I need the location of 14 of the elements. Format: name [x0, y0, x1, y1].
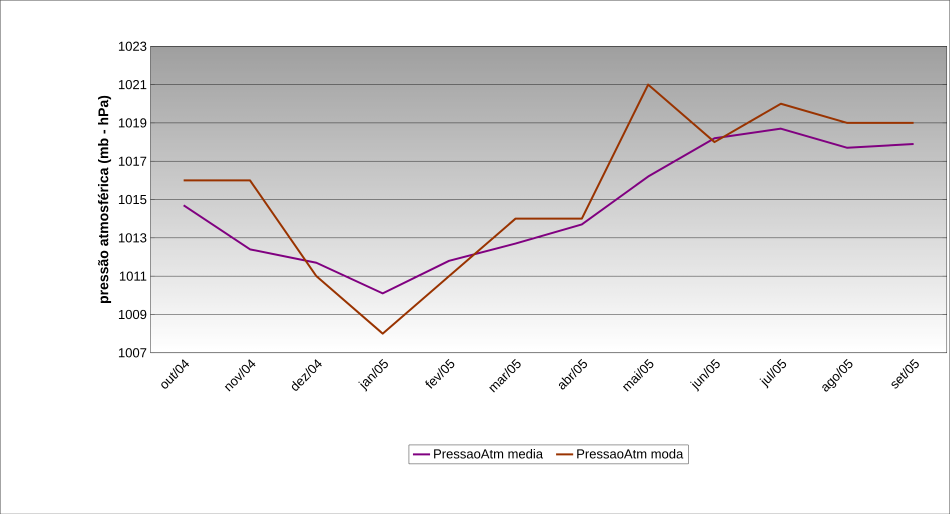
y-tick-label: 1013: [118, 233, 146, 242]
y-tick-label: 1007: [118, 348, 146, 358]
y-tick-label: 1019: [118, 118, 146, 128]
y-tick-label: 1011: [120, 271, 146, 281]
legend-label: PressaoAtm moda: [577, 448, 684, 458]
y-tick-label: 1015: [118, 194, 146, 204]
y-tick-label: 1009: [118, 310, 146, 319]
y-tick-label: 1017: [118, 156, 146, 166]
line-series: [182, 128, 915, 294]
y-tick-label: 1021: [118, 80, 146, 90]
y-tick-label: 1023: [118, 42, 146, 51]
y-axis-title: pressão atmosférica (mb - hPa): [98, 96, 112, 303]
legend-label: PressaoAtm media: [434, 448, 544, 458]
line-series: [182, 83, 915, 335]
